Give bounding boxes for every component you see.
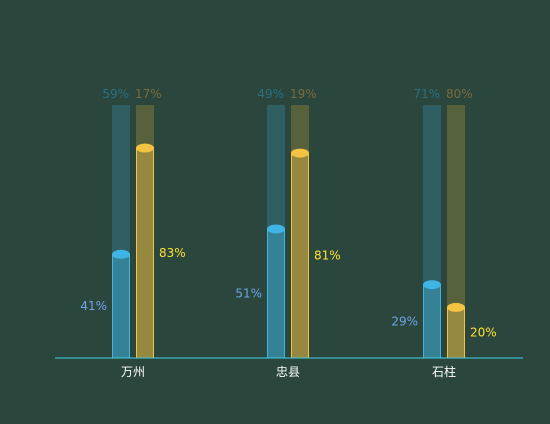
x-tick-labels: 万州 忠县 石柱 xyxy=(121,364,456,379)
remainder-label: 19% xyxy=(290,87,317,101)
bar xyxy=(291,152,309,359)
value-label: 81% xyxy=(314,249,341,263)
bar-cap xyxy=(136,143,154,153)
bar xyxy=(136,147,154,359)
bar-cap xyxy=(267,224,285,234)
bar-track xyxy=(136,105,154,358)
value-label: 29% xyxy=(391,314,418,328)
remainder-label: 17% xyxy=(135,87,162,101)
bar-cap xyxy=(447,302,465,312)
bar xyxy=(423,284,441,359)
remainder-label: 71% xyxy=(413,87,440,101)
remainder-label: 49% xyxy=(257,87,284,101)
bar-track xyxy=(291,105,309,358)
bar-cap xyxy=(423,280,441,290)
value-label: 51% xyxy=(235,286,262,300)
bar-layer xyxy=(112,143,465,359)
bar-track xyxy=(112,105,130,358)
bar-cap xyxy=(291,148,309,158)
bar xyxy=(112,253,130,359)
remainder-label: 59% xyxy=(102,87,129,101)
track-layer xyxy=(112,105,465,358)
x-tick-label: 石柱 xyxy=(432,364,456,379)
bar-track xyxy=(447,105,465,358)
label-layer: 41% 59% 83% 17% 51% 49% 81% 19% 29% 71% 20% 80% xyxy=(80,87,496,340)
remainder-label: 80% xyxy=(446,87,473,101)
value-label: 83% xyxy=(159,246,186,260)
bar xyxy=(447,306,465,359)
x-tick-label: 万州 xyxy=(121,365,145,379)
value-label: 41% xyxy=(80,299,107,313)
bar-track xyxy=(423,105,441,358)
value-label: 20% xyxy=(470,326,497,340)
bar xyxy=(267,228,285,359)
x-tick-label: 忠县 xyxy=(276,365,300,379)
bar-cap xyxy=(112,249,130,259)
